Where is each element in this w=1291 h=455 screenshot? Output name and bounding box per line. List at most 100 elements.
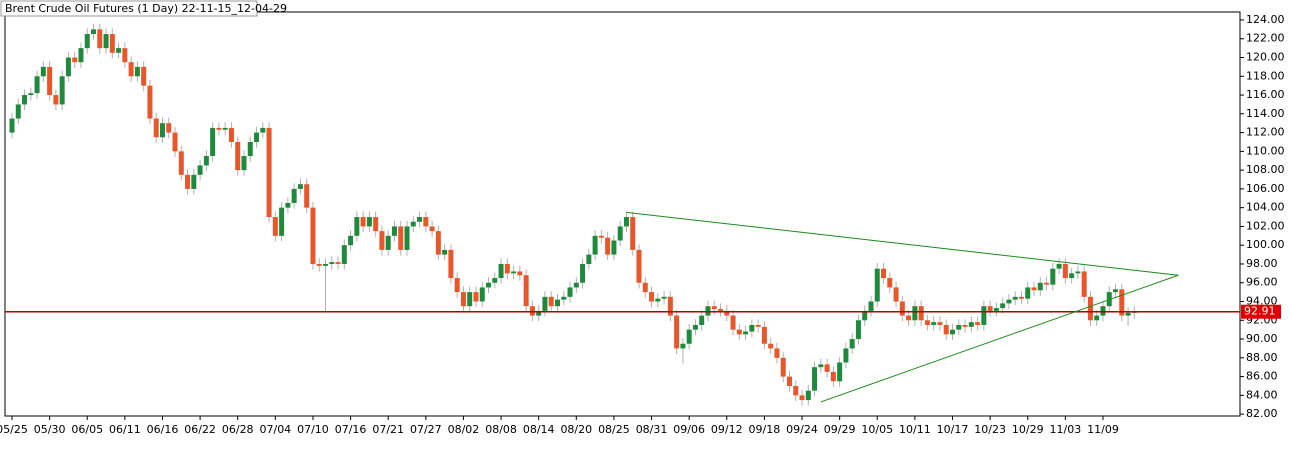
- candle-body: [460, 292, 466, 307]
- candle-body: [210, 127, 216, 157]
- candle-body: [285, 202, 291, 208]
- candle-body: [304, 184, 310, 208]
- candle-body: [197, 165, 203, 175]
- candle-body: [743, 331, 749, 335]
- candle-body: [348, 235, 354, 246]
- candle-body: [849, 339, 855, 349]
- candle-body: [398, 226, 404, 250]
- candle-body: [1087, 296, 1093, 321]
- candle-body: [981, 306, 987, 325]
- candle-body: [222, 127, 228, 130]
- candle-body: [291, 188, 297, 203]
- candle-body: [1044, 282, 1050, 285]
- candle-body: [943, 324, 949, 335]
- candle-body: [950, 329, 955, 335]
- candle-body: [542, 296, 548, 311]
- candle-body: [1037, 282, 1043, 291]
- candle-body: [128, 62, 134, 77]
- candle-body: [962, 324, 968, 327]
- candle-body: [228, 127, 234, 142]
- candle-body: [191, 174, 197, 189]
- candle-body: [1069, 273, 1075, 279]
- candle-body: [366, 217, 372, 227]
- candle-body: [1081, 271, 1087, 297]
- price-label-box: [1241, 304, 1281, 319]
- x-tick-label: 09/29: [824, 423, 856, 436]
- candle-body: [141, 66, 147, 86]
- candle-body: [329, 262, 335, 264]
- x-tick-label: 07/16: [335, 423, 367, 436]
- trendline: [626, 211, 1179, 276]
- candle-body: [1094, 315, 1100, 321]
- title-box: [0, 0, 258, 17]
- candle-body: [755, 324, 761, 327]
- y-tick-label: 112.00: [1246, 126, 1285, 139]
- candle-body: [761, 326, 767, 344]
- candle-body: [1075, 271, 1081, 274]
- candle-body: [724, 310, 730, 316]
- candle-body: [448, 249, 454, 279]
- candle-body: [592, 235, 598, 255]
- candle-body: [674, 315, 680, 349]
- candle-body: [479, 287, 485, 302]
- candle-body: [699, 315, 705, 325]
- candle-body: [297, 184, 303, 189]
- x-tick-label: 09/24: [786, 423, 818, 436]
- price-label: 92.91: [1244, 305, 1276, 318]
- candle-body: [623, 217, 629, 227]
- candle-body: [185, 174, 191, 189]
- candle-body: [247, 141, 253, 157]
- candle-body: [166, 123, 172, 133]
- candle-body: [1006, 299, 1012, 304]
- x-tick-label: 07/04: [259, 423, 291, 436]
- candle-body: [642, 282, 648, 293]
- candle-body: [837, 362, 843, 382]
- x-tick-label: 06/11: [109, 423, 141, 436]
- x-tick-label: 08/14: [523, 423, 555, 436]
- candle-body: [786, 376, 792, 386]
- candle-body: [993, 308, 999, 311]
- y-tick-label: 82.00: [1246, 407, 1278, 420]
- x-tick-label: 10/29: [1012, 423, 1044, 436]
- y-tick-label: 102.00: [1246, 219, 1285, 232]
- candle-body: [1018, 296, 1024, 299]
- y-tick-label: 116.00: [1246, 88, 1285, 101]
- candle-body: [573, 282, 579, 288]
- candle-body: [924, 320, 930, 325]
- candle-body: [423, 217, 429, 227]
- candle-body: [523, 275, 529, 307]
- candle-body: [548, 296, 554, 307]
- y-tick-label: 94.00: [1246, 295, 1278, 308]
- candle-body: [442, 249, 448, 255]
- x-tick-label: 09/12: [711, 423, 743, 436]
- x-tick-label: 08/25: [598, 423, 630, 436]
- candle-body: [22, 95, 28, 105]
- x-tick-label: 07/21: [372, 423, 404, 436]
- candle-body: [473, 292, 479, 302]
- candle-body: [805, 390, 811, 401]
- candle-body: [53, 95, 59, 105]
- x-tick-label: 10/17: [937, 423, 969, 436]
- candle-body: [429, 226, 435, 232]
- candle-body: [385, 235, 391, 250]
- candle-body: [78, 48, 84, 63]
- candle-body: [116, 48, 122, 53]
- candle-body: [335, 262, 341, 264]
- candle-body: [341, 245, 347, 264]
- x-tick-label: 05/25: [0, 423, 28, 436]
- x-tick-label: 11/09: [1087, 423, 1119, 436]
- candle-body: [260, 127, 266, 133]
- candle-body: [968, 322, 974, 327]
- candle-body: [768, 343, 774, 349]
- candle-body: [216, 127, 222, 130]
- candle-body: [122, 48, 128, 63]
- y-tick-label: 122.00: [1246, 32, 1285, 45]
- candle-body: [266, 127, 272, 218]
- candle-body: [899, 301, 905, 316]
- candle-body: [736, 329, 742, 335]
- candle-body: [373, 217, 379, 232]
- candle-body: [1056, 263, 1062, 269]
- candle-body: [15, 104, 21, 119]
- candle-body: [272, 217, 278, 236]
